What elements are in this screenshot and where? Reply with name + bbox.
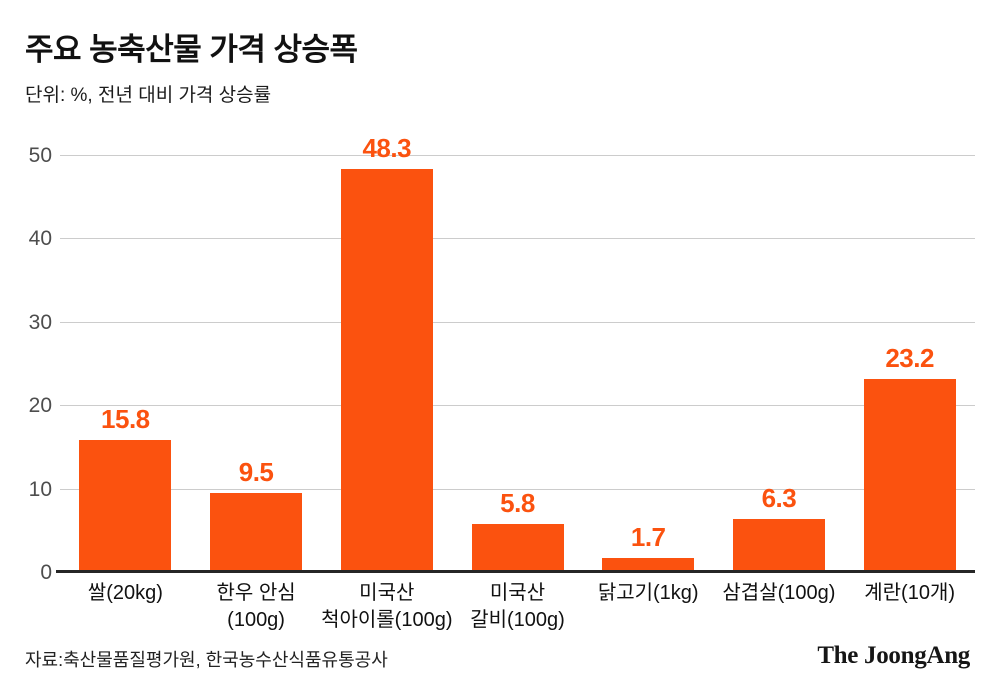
bar-value-label-3: 5.8	[500, 487, 535, 518]
chart-subtitle: 단위: %, 전년 대비 가격 상승률	[25, 85, 272, 106]
gridline-10	[60, 488, 975, 490]
bar-6	[863, 378, 956, 572]
bar-value-label-2: 48.3	[362, 133, 412, 164]
plot-area: 0 10 20 30 40 50 15.8 9.5 48.3 5.8 1.7 6.3 23.2	[29, 133, 975, 583]
bar-value-label-4: 1.7	[630, 521, 666, 552]
gridline-50	[60, 155, 975, 156]
category-label-2: 미국산 척아이롤(100g)	[321, 582, 453, 631]
bar-5	[732, 519, 825, 572]
bar-1	[210, 492, 303, 572]
y-tick-label-30: 30	[28, 310, 52, 334]
category-label-6: 계란(10개)	[864, 582, 956, 604]
gridline-40	[60, 238, 975, 240]
chart-title: 주요 농축산물 가격 상승폭	[25, 32, 358, 67]
bar-2	[340, 169, 433, 572]
category-label-0: 쌀(20kg)	[87, 582, 163, 604]
source-note: 자료:축산물품질평가원, 한국농수산식품유통공사	[25, 650, 388, 670]
category-label-3: 미국산 갈비(100g)	[470, 582, 565, 631]
y-tick-label-20: 20	[28, 394, 52, 418]
bar-value-label-5: 6.3	[761, 483, 797, 514]
y-tick-label-10: 10	[28, 477, 52, 501]
gridline-30	[60, 321, 975, 323]
y-tick-label-50: 50	[28, 144, 52, 167]
category-label-5: 삼겹살(100g)	[722, 582, 836, 604]
y-tick-label-40: 40	[28, 227, 52, 251]
bar-3	[471, 523, 564, 572]
bar-value-label-1: 9.5	[238, 456, 274, 487]
bar-4	[602, 557, 695, 572]
gridline-20	[60, 405, 975, 407]
joongang-logo: The JoongAng	[817, 642, 970, 669]
category-label-1: 한우 안심 (100g)	[216, 582, 296, 631]
bar-value-label-6: 23.2	[885, 342, 934, 373]
x-axis-line	[56, 570, 975, 573]
bar-value-label-0: 15.8	[101, 404, 150, 435]
y-tick-label-0: 0	[40, 561, 52, 584]
category-label-4: 닭고기(1kg)	[597, 582, 699, 604]
bar-0	[79, 440, 172, 572]
